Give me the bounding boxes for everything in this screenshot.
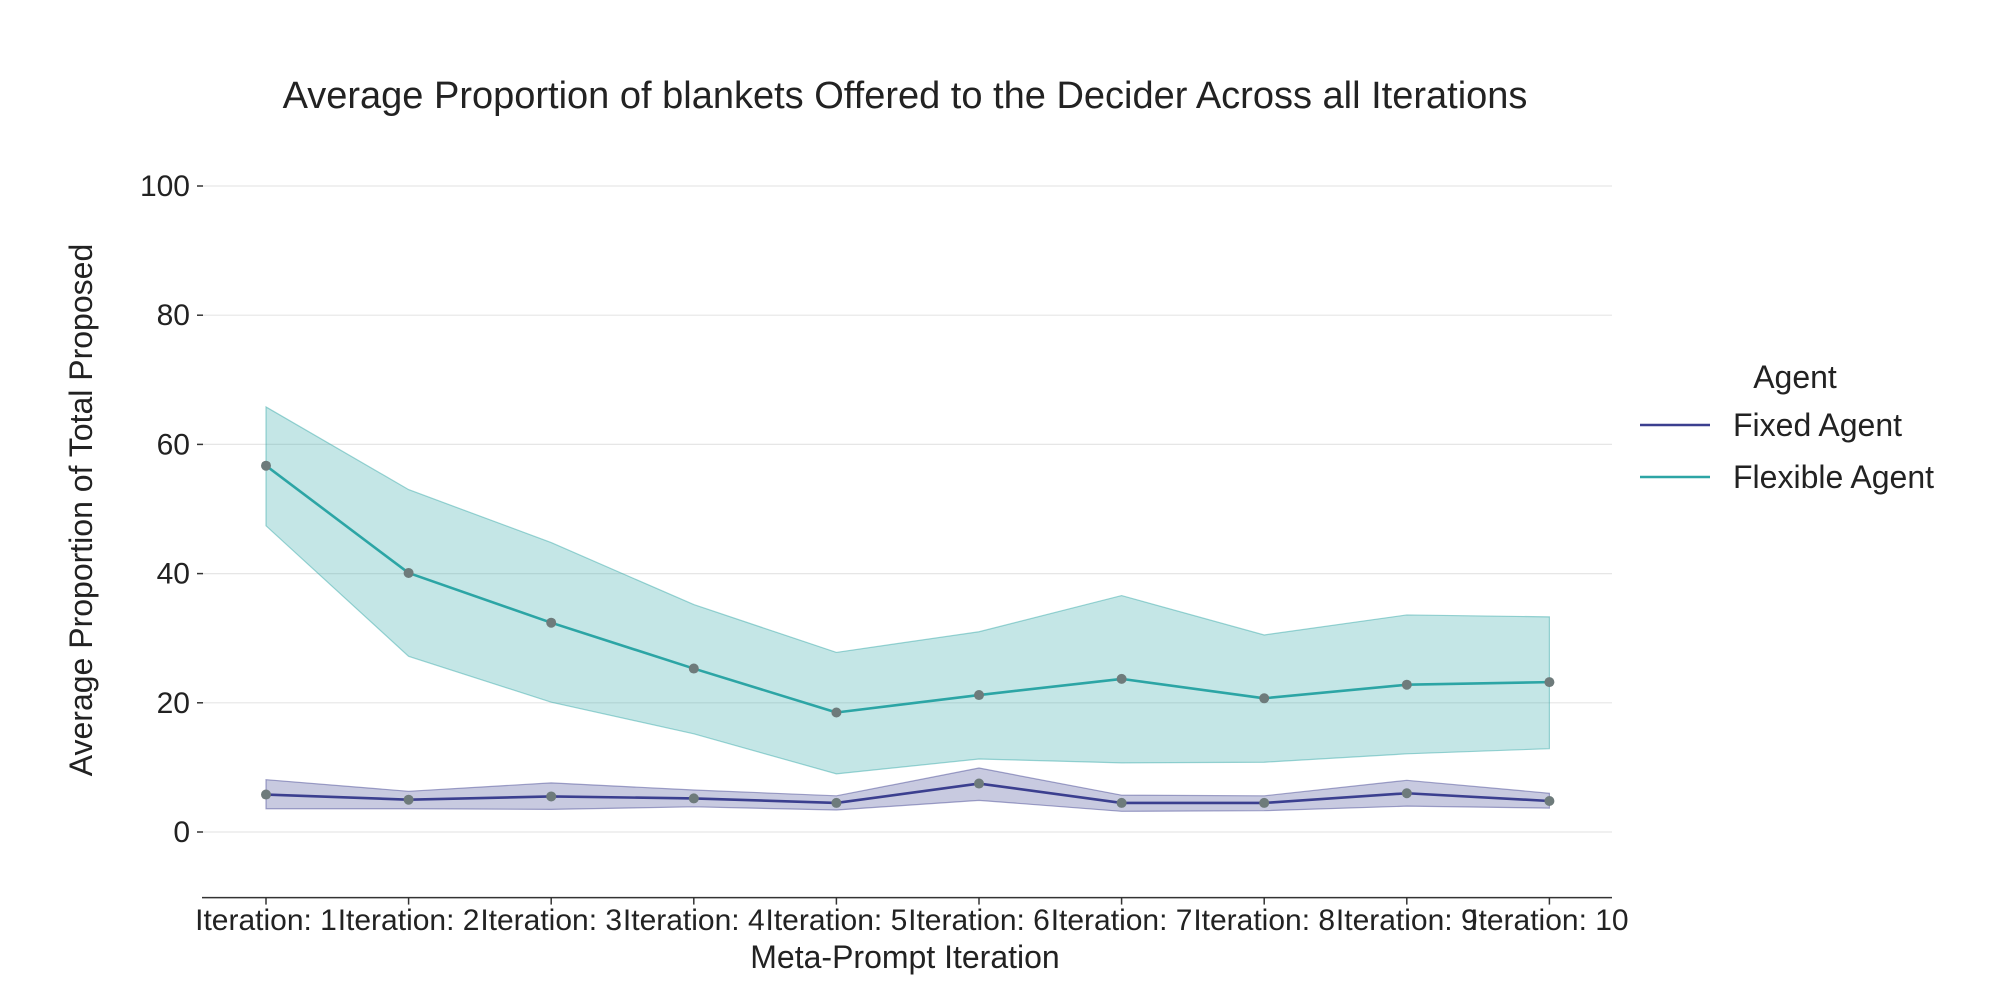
- data-point-fixed-agent: [1544, 795, 1555, 806]
- data-point-flexible-agent: [974, 690, 984, 701]
- legend-title: Agent: [1753, 359, 1837, 395]
- legend-label-flexible-agent: Flexible Agent: [1733, 459, 1934, 495]
- y-tick-label: 60: [157, 428, 190, 461]
- grid-layer: [202, 185, 1612, 833]
- y-axis-label: Average Proportion of Total Proposed: [63, 244, 99, 777]
- data-point-flexible-agent: [1116, 673, 1127, 684]
- x-axis-label: Meta-Prompt Iteration: [750, 939, 1059, 975]
- data-point-fixed-agent: [974, 778, 984, 789]
- x-tick-label: Iteration: 6: [908, 904, 1050, 937]
- y-tick-label: 40: [157, 558, 190, 591]
- legend: Agent Fixed Agent Flexible Agent: [1640, 359, 1934, 495]
- data-point-flexible-agent: [1401, 679, 1412, 690]
- confidence-band-layer: [265, 405, 1551, 812]
- x-tick-label: Iteration: 8: [1193, 904, 1335, 937]
- data-point-fixed-agent: [688, 793, 699, 804]
- y-tick-label: 20: [157, 687, 190, 720]
- data-point-flexible-agent: [261, 460, 271, 471]
- data-point-fixed-agent: [831, 797, 842, 808]
- ci-band-flexible-agent: [265, 405, 1551, 775]
- data-point-layer: [261, 460, 1555, 808]
- x-tick-label: Iteration: 2: [338, 904, 480, 937]
- x-tick-label: Iteration: 5: [766, 904, 908, 937]
- data-point-flexible-agent: [546, 617, 557, 628]
- y-tick-label: 100: [140, 170, 190, 203]
- data-point-flexible-agent: [1259, 693, 1270, 704]
- y-tick-label: 80: [157, 299, 190, 332]
- data-point-flexible-agent: [403, 567, 414, 578]
- x-tick-label: Iteration: 9: [1336, 904, 1478, 937]
- data-point-flexible-agent: [1544, 677, 1555, 688]
- x-tick-label: Iteration: 3: [480, 904, 622, 937]
- x-tick-label: Iteration: 10: [1470, 904, 1628, 937]
- series-line-layer: [265, 464, 1550, 805]
- x-tick-label: Iteration: 7: [1051, 904, 1193, 937]
- data-point-flexible-agent: [688, 663, 699, 674]
- legend-label-fixed-agent: Fixed Agent: [1733, 407, 1902, 443]
- y-tick-label: 0: [173, 816, 190, 849]
- ci-band-fixed-agent: [265, 767, 1551, 812]
- chart-title: Average Proportion of blankets Offered t…: [283, 75, 1528, 117]
- data-point-fixed-agent: [1116, 797, 1127, 808]
- data-point-fixed-agent: [403, 794, 414, 805]
- data-point-fixed-agent: [1259, 797, 1270, 808]
- data-point-flexible-agent: [831, 707, 842, 718]
- series-line-fixed-agent: [265, 782, 1550, 805]
- x-tick-label: Iteration: 1: [195, 904, 337, 937]
- x-tick-label: Iteration: 4: [623, 904, 765, 937]
- data-point-fixed-agent: [546, 791, 557, 802]
- data-point-fixed-agent: [1401, 788, 1412, 799]
- series-line-flexible-agent: [265, 464, 1550, 714]
- data-point-fixed-agent: [261, 789, 271, 800]
